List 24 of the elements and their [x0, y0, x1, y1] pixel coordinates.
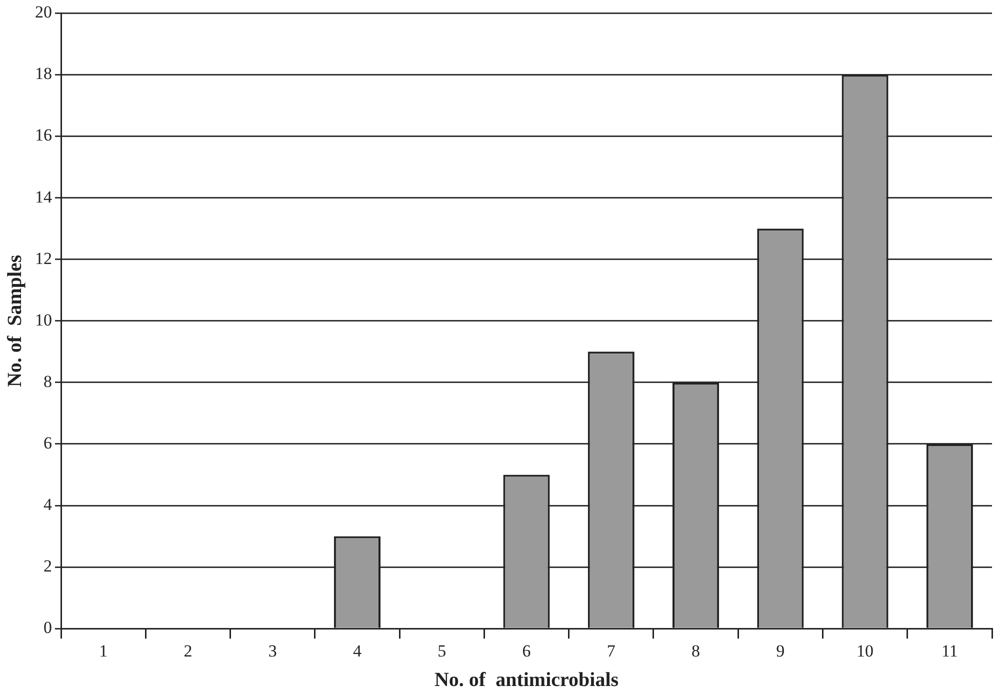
y-tick-label: 16	[35, 126, 52, 145]
x-tick-label: 6	[522, 641, 531, 660]
x-tick-label: 5	[438, 641, 446, 660]
y-axis-title: No. of Samples	[4, 254, 26, 388]
y-tick-label: 4	[44, 494, 52, 514]
x-tick-label: 7	[606, 641, 616, 660]
x-tick-label: 10	[856, 641, 874, 660]
y-tick-label: 0	[44, 618, 52, 638]
x-axis-title: No. of antimicrobials	[434, 669, 619, 692]
y-tick-label: 12	[35, 248, 52, 268]
y-tick-label: 18	[35, 64, 52, 84]
y-tick-label: 20	[35, 2, 52, 22]
x-tick-label: 3	[268, 641, 277, 660]
x-tick-label: 8	[692, 641, 700, 660]
y-tick-label: 14	[35, 187, 52, 206]
x-tick-label: 11	[941, 641, 958, 660]
x-tick-label: 9	[776, 641, 785, 660]
y-tick-label: 8	[44, 372, 52, 391]
y-tick-label: 10	[35, 310, 52, 330]
x-tick-label: 4	[352, 641, 362, 660]
x-tick-label: 1	[99, 641, 108, 660]
y-tick-label: 2	[44, 556, 52, 576]
x-tick-label: 2	[184, 641, 192, 660]
y-tick-label: 6	[44, 433, 52, 452]
